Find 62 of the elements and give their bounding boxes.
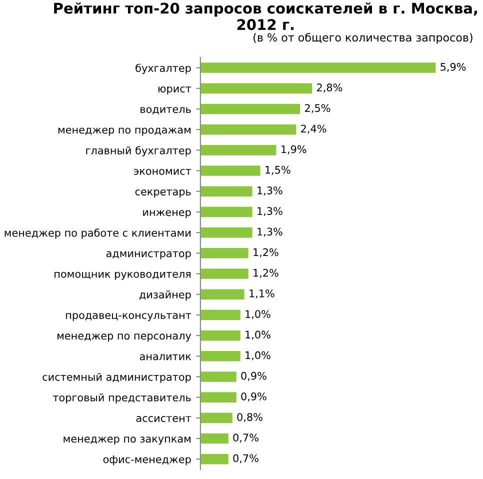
bar [200,289,244,300]
y-tick-label: системный администратор [42,372,191,383]
data-label: 0,7% [233,434,258,443]
bar [200,83,312,94]
bar [200,145,276,156]
data-label: 2,8% [316,84,342,92]
y-tick-label: торговый представитель [52,393,191,404]
bar [200,454,228,464]
bar [200,268,248,279]
data-label: 1,3% [258,228,282,237]
data-label: 0,7% [233,454,258,464]
bar [200,350,240,362]
bar [200,62,436,73]
data-label: 1,5% [266,166,290,175]
y-tick-label: бухгалтер [136,64,191,74]
bar [200,248,248,258]
data-label: 1,0% [246,310,270,320]
bar [200,186,252,197]
y-tick-label: администратор [106,251,191,260]
bar [200,206,252,218]
bar [200,433,228,444]
bar [200,392,236,402]
data-label: 1,3% [258,207,282,216]
y-tick-label: экономист [134,168,192,175]
bar [200,330,240,341]
bar [200,310,240,320]
y-tick-label: дизайнер [139,290,191,300]
data-label: 0,8% [237,413,262,422]
y-tick-label: секретарь [135,189,191,198]
data-label: 1,0% [246,330,270,340]
data-label: 1,3% [258,186,282,196]
bar [200,124,296,135]
chart-title: Рейтинг топ-20 запросов соискателей в г. Москва, 2012 г. [54,2,478,30]
y-tick-label: менеджер по закупкам [64,436,190,445]
data-label: 5,9% [440,62,466,72]
y-tick-label: ассистент [136,416,192,422]
data-label: 0,9% [241,392,266,402]
y-tick-label: юрист [158,86,192,94]
data-label: 2,4% [301,124,326,134]
bar [200,166,260,176]
y-tick-label: главный бухгалтер [86,146,191,156]
y-tick-label: аналитик [140,354,192,360]
data-label: 1,2% [254,248,278,258]
bar [200,104,300,114]
data-label: 1,1% [250,289,274,298]
y-tick-label: помощник руководителя [54,272,191,280]
y-tick-label: продавец-консультант [66,313,192,322]
y-tick-label: менеджер по персоналу [58,334,192,342]
bar [200,372,236,382]
y-tick-label: инженер [143,210,191,218]
data-label: 1,0% [246,351,270,360]
y-tick-label: менеджер по продажам [58,128,190,136]
y-tick-label: менеджер по работе с клиентами [4,228,190,239]
bar [200,227,252,238]
data-label: 1,9% [282,145,306,154]
bar [200,412,232,424]
data-label: 1,2% [254,268,278,278]
data-label: 2,5% [305,104,330,114]
y-tick-label: офис-менеджер [103,455,191,466]
chart-subtitle: (в % от общего количества запросов) [254,32,472,44]
data-label: 0,9% [241,372,266,381]
y-tick-label: водитель [140,107,191,114]
